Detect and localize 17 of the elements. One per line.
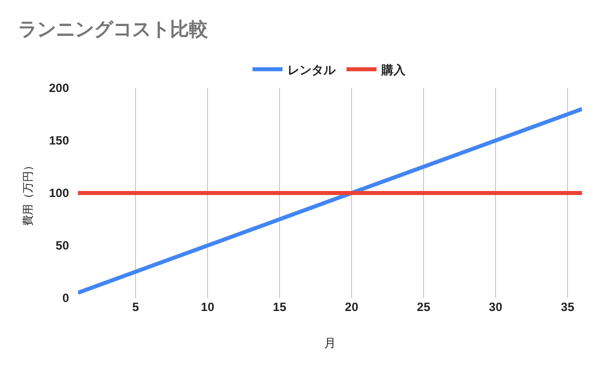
- y-tick-label: 50: [56, 238, 70, 253]
- x-axis-title: 月: [324, 336, 336, 350]
- x-tick-label: 20: [344, 300, 359, 314]
- x-tick-label: 35: [560, 300, 575, 314]
- x-tick-label: 25: [416, 300, 431, 314]
- y-tick-label: 100: [48, 186, 70, 200]
- legend-label: レンタル: [288, 62, 336, 77]
- legend-label: 購入: [380, 62, 406, 77]
- y-axis-title: 費用（万円）: [22, 160, 35, 226]
- y-tick-label: 0: [62, 291, 70, 306]
- x-tick-label: 15: [272, 300, 287, 314]
- y-tick-label: 150: [48, 134, 70, 148]
- chart-title: ランニングコスト比較: [18, 18, 209, 41]
- y-tick-label: 200: [48, 81, 70, 96]
- x-tick-label: 10: [200, 300, 215, 314]
- x-tick-label: 30: [488, 300, 503, 314]
- x-tick-label: 5: [132, 300, 140, 314]
